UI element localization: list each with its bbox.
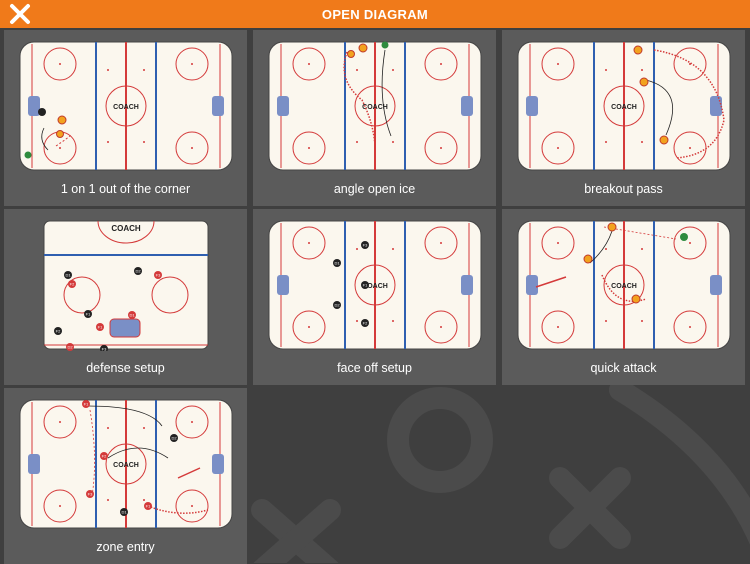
rink-diagram-thumbnail: F3 D1 F1 D2 F2 — [268, 220, 482, 350]
svg-text:COACH: COACH — [111, 224, 141, 233]
diagram-caption: quick attack — [590, 361, 657, 375]
svg-text:F3: F3 — [156, 273, 161, 278]
diagram-caption: zone entry — [96, 540, 155, 554]
svg-text:F1: F1 — [98, 325, 103, 330]
svg-text:F1: F1 — [84, 402, 89, 407]
svg-text:D1: D1 — [65, 273, 71, 278]
svg-text:D1: D1 — [129, 313, 135, 318]
rink-diagram-thumbnail: COACH D1 D2 F2 F3 F1 F1 D1 F2 D2 F3 — [43, 220, 209, 352]
diagram-caption: face off setup — [337, 361, 412, 375]
rink-diagram-thumbnail — [268, 41, 482, 171]
diagram-card-defense-setup[interactable]: COACH D1 D2 F2 F3 F1 F1 D1 F2 D2 F3 defe… — [4, 209, 247, 385]
diagram-card-angle-open-ice[interactable]: angle open ice — [253, 30, 496, 206]
diagram-card-quick-attack[interactable]: quick attack — [502, 209, 745, 385]
rink-diagram-thumbnail — [19, 41, 233, 171]
diagram-caption: 1 on 1 out of the corner — [60, 182, 191, 196]
diagram-caption: breakout pass — [584, 182, 663, 196]
svg-text:F2: F2 — [70, 282, 75, 287]
svg-text:F1: F1 — [86, 312, 91, 317]
diagram-card-face-off-setup[interactable]: F3 D1 F1 D2 F2 face off setup — [253, 209, 496, 385]
diagram-card-1-on-1-corner[interactable]: 1 on 1 out of the corner — [4, 30, 247, 206]
svg-text:D2: D2 — [334, 303, 340, 308]
svg-text:F2: F2 — [56, 329, 61, 334]
header-bar: OPEN DIAGRAM — [0, 0, 750, 28]
svg-text:F2: F2 — [363, 321, 368, 326]
diagram-card-zone-entry[interactable]: F1 D2 F2 F3 D1 F1 zone entry — [4, 388, 247, 564]
svg-text:F3: F3 — [363, 243, 368, 248]
svg-text:F3: F3 — [102, 347, 107, 352]
svg-text:F3: F3 — [88, 492, 93, 497]
diagram-caption: angle open ice — [333, 182, 416, 196]
rink-diagram-thumbnail — [517, 41, 731, 171]
svg-text:D2: D2 — [171, 436, 177, 441]
svg-text:F2: F2 — [102, 454, 107, 459]
page-title: OPEN DIAGRAM — [321, 6, 429, 22]
rink-diagram-thumbnail — [517, 220, 731, 350]
svg-text:D1: D1 — [121, 510, 127, 515]
close-icon[interactable] — [8, 3, 32, 25]
svg-text:F1: F1 — [363, 283, 368, 288]
diagram-card-breakout-pass[interactable]: breakout pass — [502, 30, 745, 206]
svg-text:D2: D2 — [67, 345, 73, 350]
diagram-caption: defense setup — [86, 361, 165, 375]
svg-text:D1: D1 — [334, 261, 340, 266]
svg-text:D2: D2 — [135, 269, 141, 274]
rink-diagram-thumbnail: F1 D2 F2 F3 D1 F1 — [19, 399, 233, 529]
svg-text:F1: F1 — [146, 504, 151, 509]
